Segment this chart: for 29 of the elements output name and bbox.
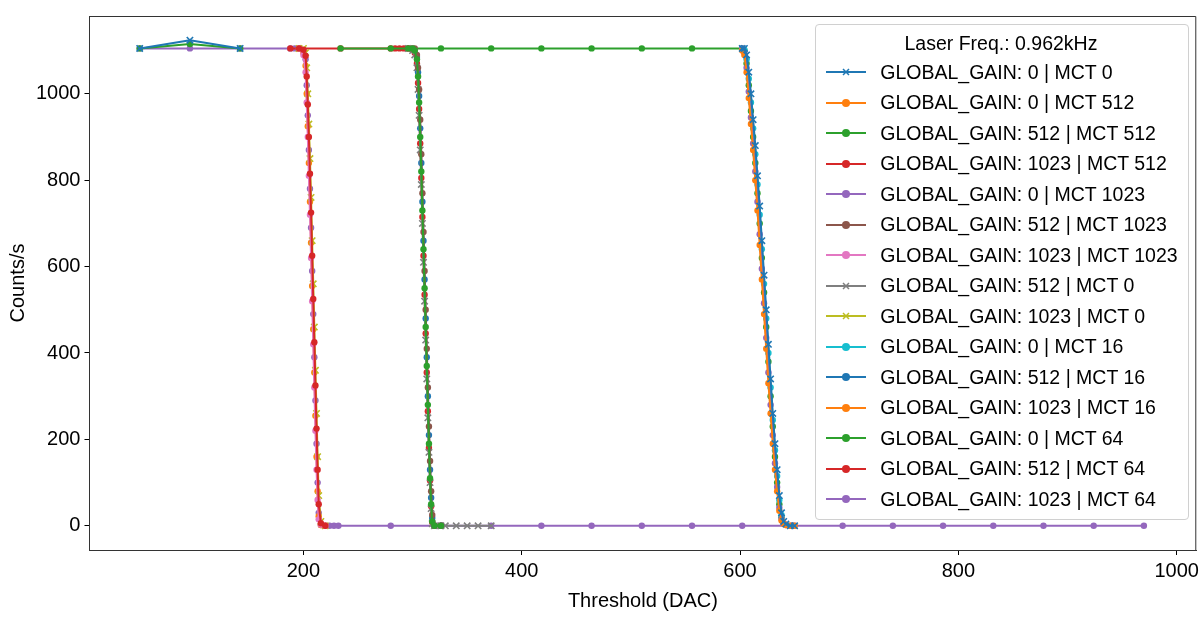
- legend-label: GLOBAL_GAIN: 0 | MCT 1023: [880, 182, 1146, 206]
- legend-label: GLOBAL_GAIN: 1023 | MCT 1023: [880, 243, 1178, 267]
- legend-label: GLOBAL_GAIN: 512 | MCT 64: [880, 457, 1146, 481]
- y-axis-title: Counts/s: [5, 243, 28, 323]
- legend-label: GLOBAL_GAIN: 512 | MCT 1023: [880, 213, 1167, 237]
- legend-title: Laser Freq.: 0.962kHz: [903, 31, 1099, 56]
- y-tick-label: 800: [47, 167, 81, 190]
- x-tick-label: 800: [941, 558, 976, 581]
- legend-label: GLOBAL_GAIN: 0 | MCT 16: [880, 335, 1124, 359]
- legend-label: GLOBAL_GAIN: 512 | MCT 16: [880, 365, 1146, 389]
- x-axis-title: Threshold (DAC): [567, 588, 718, 611]
- y-tick-label: 600: [47, 254, 81, 277]
- x-tick-label: 200: [286, 558, 321, 581]
- legend-label: GLOBAL_GAIN: 1023 | MCT 0: [880, 304, 1146, 328]
- legend-label: GLOBAL_GAIN: 1023 | MCT 16: [880, 396, 1156, 420]
- legend-label: GLOBAL_GAIN: 512 | MCT 0: [880, 274, 1135, 298]
- legend-label: GLOBAL_GAIN: 512 | MCT 512: [880, 121, 1156, 145]
- legend-label: GLOBAL_GAIN: 1023 | MCT 64: [880, 487, 1156, 511]
- y-tick-label: 400: [47, 340, 81, 363]
- y-tick-label: 0: [69, 513, 81, 536]
- x-tick-label: 400: [505, 558, 539, 581]
- legend-label: GLOBAL_GAIN: 1023 | MCT 512: [880, 152, 1167, 176]
- y-tick-label: 200: [47, 426, 81, 449]
- y-tick-label: 1000: [35, 81, 81, 104]
- legend-label: GLOBAL_GAIN: 0 | MCT 64: [880, 426, 1124, 450]
- x-tick-label: 600: [723, 558, 757, 581]
- legend-label: GLOBAL_GAIN: 0 | MCT 512: [880, 91, 1135, 115]
- legend-label: GLOBAL_GAIN: 0 | MCT 0: [880, 60, 1113, 84]
- x-tick-label: 1000: [1154, 558, 1199, 581]
